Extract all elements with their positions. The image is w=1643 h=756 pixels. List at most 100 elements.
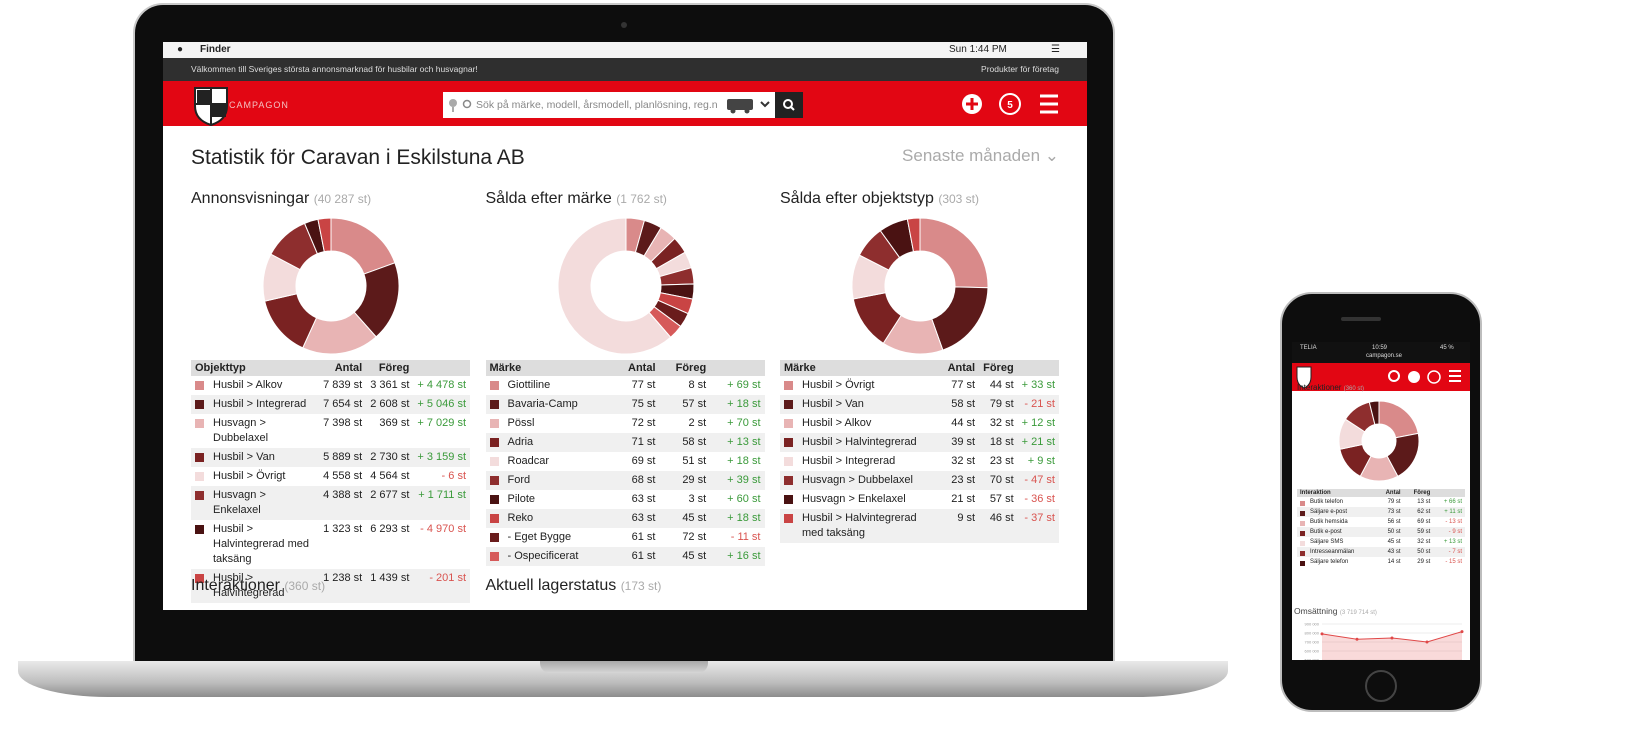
panel-count: (360 st) [1343, 386, 1365, 392]
search-input[interactable]: Sök på märke, modell, årsmodell, planlös… [443, 92, 775, 118]
stats-panel: Annonsvisningar (40 287 st) Objekttyp Anta… [191, 190, 470, 603]
row-name: Säljare SMS [1300, 538, 1373, 546]
previous-cell: 62 st [1403, 507, 1434, 517]
phone-speaker [1341, 317, 1381, 321]
menu-icon[interactable]: ☰ [1051, 44, 1060, 55]
table-row: Husbil > Van 5 889 st 2 730 st + 3 159 st [191, 448, 470, 467]
donut-slice [330, 217, 396, 275]
legend-swatch [489, 533, 499, 542]
vehicle-select[interactable] [725, 96, 773, 114]
legend-swatch [195, 574, 204, 583]
section-count: (173 st) [620, 579, 662, 593]
row-label: Pössl [507, 417, 535, 429]
change-cell: + 18 st [710, 395, 765, 414]
change-cell: + 60 st [727, 493, 761, 505]
change-cell: + 39 st [710, 471, 765, 490]
legend-swatch [784, 419, 793, 428]
row-name-cell: Husvagn > Dubbelaxel [191, 414, 319, 448]
column-header [1433, 489, 1465, 497]
camera [621, 22, 627, 28]
table-row: Husvagn > Dubbelaxel 7 398 st 369 st + 7 02… [191, 414, 470, 448]
legend-swatch [489, 457, 499, 466]
row-name: Giottiline [489, 378, 609, 393]
period-select[interactable]: Senaste månaden ⌄ [902, 146, 1059, 165]
legend-swatch [1300, 561, 1305, 566]
change-cell: + 11 st [1433, 507, 1465, 517]
count-cell: 9 st [943, 509, 980, 543]
row-name-cell: Butik e-post [1297, 527, 1377, 537]
panel-title: Interaktioner (360 st) [1297, 383, 1364, 392]
table-row: Säljare e-post 73 st 62 st + 11 st [1297, 507, 1465, 517]
point [1355, 637, 1359, 641]
home-button[interactable] [1365, 670, 1397, 702]
logo-shield[interactable] [191, 84, 231, 126]
row-label: Pilote [507, 493, 536, 505]
table-row: Säljare SMS 45 st 32 st + 13 st [1297, 537, 1465, 547]
previous-cell: 57 st [989, 493, 1014, 505]
count-cell: 5 889 st [319, 448, 367, 467]
previous-cell: 32 st [1417, 539, 1431, 545]
table-wrap: Objekttyp Antal Föreg Husbil > Alkov 7 839 s… [191, 360, 470, 603]
row-name-cell: Husbil > Halvintegrerad med taksäng [780, 509, 944, 543]
row-name: Pössl [489, 416, 609, 431]
change-cell: + 12 st [1021, 417, 1055, 429]
count-cell: 1 323 st [323, 523, 363, 535]
previous-cell: 79 st [979, 395, 1018, 414]
row-name: Butik e-post [1300, 528, 1373, 536]
row-label: - Ospecificerat [507, 550, 579, 562]
panel-title-text: Sålda efter märke [485, 190, 612, 207]
legend-swatch [489, 438, 499, 447]
row-label: Husbil > Halvintegrerad med taksäng [802, 512, 917, 539]
row-name: - Eget Bygge [489, 530, 609, 545]
count-cell: 79 st [1387, 499, 1401, 505]
previous-cell: 45 st [659, 547, 711, 566]
table-row: Husbil > Alkov 44 st 32 st + 12 st [780, 414, 1059, 433]
donut-slice [931, 286, 989, 351]
apple-icon[interactable]: ● [177, 44, 184, 55]
table-row: Husbil > Integrerad 32 st 23 st + 9 st [780, 452, 1059, 471]
row-name-cell: Husbil > Övrigt [780, 376, 944, 395]
period-label: Senaste månaden [902, 146, 1041, 165]
row-name: Säljare telefon [1300, 558, 1373, 566]
row-label: Husvagn > Dubbelaxel [213, 417, 269, 444]
app-name[interactable]: Finder [200, 44, 231, 55]
legend-swatch [489, 419, 499, 428]
table-row: Butik hemsida 56 st 69 st - 13 st [1297, 517, 1465, 527]
table-row: Bavaria-Camp 75 st 57 st + 18 st [485, 395, 765, 414]
row-name: Husbil > Integrerad [784, 454, 940, 469]
table-header: Märke Antal Föreg [780, 360, 1059, 376]
laptop-notch [540, 661, 708, 673]
phone-header-icons [1296, 366, 1461, 389]
row-name: Adria [489, 435, 609, 450]
search-button[interactable] [775, 92, 803, 118]
legend-swatch [1300, 511, 1305, 516]
business-link[interactable]: Produkter för företag [981, 64, 1059, 74]
previous-cell: 2 608 st [366, 395, 414, 414]
count-cell: 7 398 st [323, 417, 363, 429]
y-tick-label: 600 000 [1305, 649, 1320, 654]
table-row: Roadcar 69 st 51 st + 18 st [486, 452, 765, 471]
count-cell: 7 839 st [323, 379, 363, 391]
donut-slice [1378, 400, 1419, 439]
carrier: TELIA [1300, 345, 1317, 351]
change-cell: - 6 st [441, 470, 466, 482]
panel-title: Annonsvisningar (40 287 st) [191, 190, 470, 208]
row-label: Husbil > Alkov [213, 379, 283, 391]
row-name-cell: Husbil > Övrigt [191, 467, 319, 486]
column-header: Föreg [1403, 489, 1434, 497]
row-name-cell: - Eget Bygge [486, 528, 613, 547]
row-name-cell: Butik hemsida [1297, 517, 1376, 527]
change-cell: + 18 st [727, 455, 761, 467]
count-cell: 69 st [631, 455, 656, 467]
table-row: Reko 63 st 45 st + 18 st [485, 509, 765, 528]
url: campagon.se [1366, 353, 1403, 359]
count-cell: 32 st [951, 455, 976, 467]
table-row: Husvagn > Enkelaxel 4 388 st 2 677 st + 1 7… [191, 486, 470, 520]
change-cell: + 66 st [1443, 499, 1462, 505]
donut-chart [1338, 400, 1420, 482]
column-header [1017, 360, 1059, 376]
row-name-cell: Säljare SMS [1297, 537, 1376, 547]
count-cell: 56 st [1387, 519, 1401, 525]
logo-text[interactable]: CAMPAGON [229, 100, 289, 110]
column-header [710, 360, 765, 376]
